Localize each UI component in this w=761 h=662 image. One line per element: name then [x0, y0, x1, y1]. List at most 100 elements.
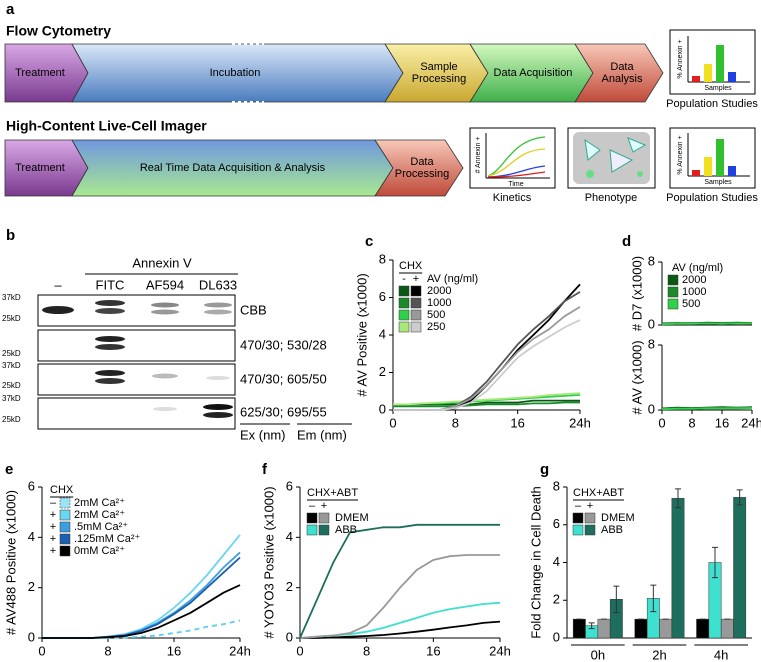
y-tick-label: 0 [648, 401, 655, 416]
x-tick-label: 0 [296, 643, 303, 658]
x-tick-label: 0h [591, 647, 605, 662]
legend-swatch [572, 524, 584, 536]
inset-xlabel: Time [508, 181, 523, 188]
marker: 25kD [2, 314, 21, 323]
y-tick-label: 0 [648, 316, 655, 331]
step-label: Data Processing [394, 156, 450, 180]
marker: 25kD [2, 349, 21, 358]
x-tick-label: 8 [688, 415, 695, 430]
legend-swatch [667, 274, 679, 286]
series-line [300, 620, 501, 639]
legend-label: 2mM Ca²⁺ [74, 509, 125, 521]
series-line [42, 584, 241, 639]
legend-label: 2000 [427, 285, 451, 297]
lane-label: DL633 [199, 277, 237, 292]
error-bar [712, 546, 718, 579]
inset-caption: Kinetics [493, 192, 532, 204]
y-tick-label: 4 [553, 554, 560, 569]
inset-ylabel: % Annexin + [677, 39, 684, 78]
series-line [42, 556, 241, 639]
legend-label: 500 [682, 298, 700, 310]
series-line [661, 322, 752, 326]
series-line [393, 401, 580, 408]
legend-swatch [306, 512, 318, 524]
legend-swatch [59, 497, 71, 509]
inset-xlabel: Samples [704, 85, 732, 92]
x-tick-label: 24h [229, 643, 251, 658]
legend-swatch [667, 298, 679, 310]
y-tick-label: 4 [286, 529, 293, 544]
series-line [42, 534, 241, 639]
legend-title: CHX+ABT [573, 487, 624, 499]
x-tick-label: 0 [658, 415, 665, 430]
legend-title: CHX [50, 484, 74, 496]
inset-xlabel: Samples [704, 179, 732, 186]
step-label: Data Analysis [601, 61, 643, 85]
marker: 25kD [2, 415, 21, 424]
x-tick-label: 16 [715, 415, 729, 430]
lane-label: FITC [96, 277, 125, 292]
y-axis-label: # AV (x1000) [629, 340, 644, 414]
error-bar [736, 489, 743, 506]
legend-label: DMEM [601, 512, 635, 524]
legend-swatch [59, 533, 71, 545]
y-tick-label: 0 [379, 401, 386, 416]
x-tick-label: 8 [363, 643, 370, 658]
panel-letter: e [5, 461, 13, 478]
y-axis-label: # AV488 Positive (x1000) [3, 490, 18, 635]
legend-swatch [398, 297, 410, 309]
x-tick-label: 24h [741, 415, 761, 430]
panel-letter: b [6, 227, 15, 244]
x-tick-label: 16 [510, 415, 524, 430]
legend-swatch [318, 512, 330, 524]
y-tick-label: 2 [553, 592, 560, 607]
legend-column: – [575, 500, 582, 512]
legend-label: 250 [427, 321, 445, 333]
blot-label: 470/30; 605/50 [240, 371, 327, 386]
y-axis-label: # AV Positive (x1000) [354, 273, 369, 396]
legend-label: 500 [427, 309, 445, 321]
legend-swatch [318, 524, 330, 536]
error-bar [588, 622, 595, 630]
legend-label: 1000 [682, 286, 706, 298]
legend-swatch [667, 286, 679, 298]
legend-sign: + [50, 545, 56, 557]
marker: 25kD [2, 381, 21, 390]
row-title: High-Content Live-Cell Imager [6, 118, 207, 134]
legend-label: .125mM Ca²⁺ [74, 533, 141, 545]
y-tick-label: 0 [28, 629, 35, 644]
legend-swatch [410, 285, 422, 297]
legend-column: - [402, 273, 406, 285]
y-tick-label: 6 [553, 516, 560, 531]
legend-column: + [413, 273, 419, 285]
gel-bands [42, 300, 233, 418]
blot-label: 470/30; 530/28 [240, 337, 327, 352]
x-tick-label: 16 [426, 643, 440, 658]
em-label: Em (nm) [297, 427, 347, 442]
series-line [299, 523, 500, 639]
error-bar [613, 585, 620, 614]
bar [634, 618, 648, 639]
legend-swatch [59, 509, 71, 521]
flow-arrows [4, 43, 664, 103]
legend-header: AV (ng/ml) [672, 262, 723, 274]
panel-letter: c [365, 233, 373, 250]
y-axis-label: Fold Change in Cell Death [528, 486, 543, 638]
x-tick-label: 0 [389, 415, 396, 430]
x-tick-label: 24h [569, 415, 591, 430]
panel-letter: g [540, 461, 549, 478]
markers: 37kD 25kD 25kD 37kD 25kD 37kD 25kD [2, 293, 21, 424]
step-label: Treatment [15, 67, 65, 79]
step-label: Sample Processing [411, 61, 467, 85]
series-line [42, 551, 241, 639]
legend-label: 1000 [427, 297, 451, 309]
lane-label: – [54, 277, 62, 292]
bar [696, 618, 710, 639]
bar [733, 497, 747, 639]
panel-letter: f [262, 461, 268, 478]
y-tick-label: 8 [379, 251, 386, 266]
legend-swatch [306, 524, 318, 536]
error-bar [675, 488, 681, 509]
series-line [299, 554, 500, 639]
bar [671, 498, 685, 639]
